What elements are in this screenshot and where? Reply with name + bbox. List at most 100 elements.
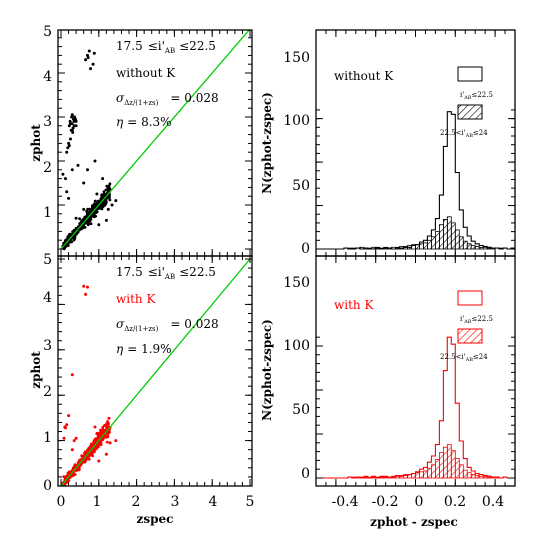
data-point: [76, 461, 80, 464]
annotation-mag-range-bottom: 17.5 ≤i'AB ≤22.5: [116, 265, 216, 281]
ytick-label-b0: 0: [43, 478, 52, 494]
hist-bar-faint: [474, 474, 480, 479]
legend-swatch-bright-red: [457, 290, 483, 306]
data-point: [108, 193, 111, 197]
hist-ytick-50-bottom: 50: [292, 402, 310, 418]
outlier-point: [66, 146, 70, 150]
hist-bar-faint: [458, 464, 464, 479]
legend-label-bright-bottom: i'AB≤22.5: [460, 315, 493, 325]
hist-bar-faint: [423, 470, 428, 479]
data-point: [78, 217, 81, 221]
data-point: [68, 470, 71, 474]
data-point: [105, 440, 109, 444]
legend-label-bright: i'AB≤22.5: [460, 91, 493, 101]
outlier-point: [82, 284, 86, 288]
hist-bar-faint: [466, 243, 472, 250]
hist-outline-bright: [316, 111, 516, 250]
data-point: [68, 239, 72, 243]
hist-bar-faint: [415, 472, 420, 479]
ticks-top-left: [58, 30, 252, 256]
outlier-point: [64, 426, 67, 430]
hist-bar-faint: [415, 244, 420, 250]
ytick-label-b3: 3: [43, 338, 52, 354]
hist-xtick-m04: -0.4: [332, 494, 359, 510]
data-point: [108, 198, 112, 202]
hist-bar-faint: [442, 218, 448, 250]
data-point: [104, 188, 108, 192]
data-point: [99, 203, 103, 207]
hist-x-axis-label: zphot - zspec: [370, 515, 458, 529]
data-point: [93, 203, 96, 207]
histogram-panel-top: N(zphot-zspec) 150 100 50 0 without K i'…: [260, 29, 516, 257]
outlier-point: [70, 122, 74, 126]
data-point: [106, 434, 110, 438]
histogram-bars-top: [316, 111, 516, 250]
outlier-point: [70, 373, 74, 377]
data-point: [83, 453, 87, 456]
hist-annotation-with-k: with K: [334, 298, 374, 312]
legend-label-faint: 22.5<i'AB≤24: [440, 129, 488, 139]
hist-bar-faint: [426, 239, 432, 250]
hist-ytick-0: 0: [301, 241, 310, 257]
annotation-sigma: σΔz/(1+zs) = 0.028: [116, 91, 219, 107]
data-point: [81, 218, 85, 222]
y-axis-label-bottom: zphot: [29, 351, 43, 389]
outlier-point: [82, 207, 86, 211]
axes-frame-bottom-left: [57, 255, 253, 487]
data-point: [84, 450, 87, 454]
ticks-top-right: [315, 30, 516, 256]
data-point: [99, 197, 103, 201]
data-point: [99, 432, 103, 436]
data-point: [104, 200, 108, 203]
svg-text:17.5≤i'AB≤22.5: 17.5 ≤i'AB ≤22.5: [116, 39, 216, 55]
hist-bar-faint: [434, 231, 440, 250]
scatter-panel-top: zphot 5 4 3 2 1 17.5 ≤i'AB ≤22.5 without K…: [29, 24, 253, 257]
data-point: [89, 222, 93, 226]
outlier-point: [104, 452, 108, 456]
data-point: [100, 194, 104, 197]
hist-xtick-04: 0.4: [482, 494, 504, 510]
annotation-eta: η = 8.3%: [116, 115, 172, 129]
xtick-label-3: 3: [171, 494, 180, 510]
hist-outline-bright: [316, 336, 515, 479]
annotation-eta-bottom: η = 1.9%: [116, 342, 172, 356]
histogram-panel-bottom: N(zphot-zspec) 150 100 50 0 -0.4 -0.2 0 …: [260, 255, 516, 529]
hist-ytick-150-bottom: 150: [283, 275, 310, 291]
scatter-panel-bottom: zphot 5 4 3 2 1 0 0 1 2 3 4 5 zspec 17.5…: [29, 252, 254, 526]
hist-bar-faint: [486, 476, 492, 479]
outlier-point: [97, 459, 101, 463]
outlier-point: [67, 414, 71, 418]
outlier-point: [86, 168, 89, 172]
legend-label-faint-bottom: 22.5<i'AB≤24: [440, 353, 488, 363]
outlier-point: [84, 292, 88, 296]
hist-bar-faint: [474, 245, 480, 250]
hist-bar-faint: [430, 236, 436, 250]
annotation-with-k: with K: [116, 292, 156, 306]
data-point: [64, 238, 68, 242]
outlier-point: [70, 448, 74, 452]
data-point: [102, 190, 106, 194]
outlier-point: [74, 124, 78, 128]
hist-bar-faint: [423, 242, 428, 250]
ytick-label-b4: 4: [43, 290, 52, 306]
data-point: [88, 447, 92, 450]
hist-ytick-50: 50: [292, 178, 310, 194]
legend-swatch-bright: [457, 66, 483, 82]
one-to-one-line-bottom: [60, 258, 251, 486]
outlier-point: [82, 181, 86, 185]
hist-y-axis-label-bottom: N(zphot-zspec): [260, 319, 274, 421]
xtick-label-5: 5: [246, 494, 255, 510]
xtick-label-0: 0: [57, 494, 66, 510]
one-to-one-line-top: [60, 30, 250, 250]
outlier-point: [93, 425, 97, 429]
data-point: [66, 243, 70, 247]
data-point: [96, 436, 100, 439]
hist-bar-faint: [434, 459, 440, 479]
ytick-label-2: 2: [43, 160, 52, 176]
outlier-point: [114, 199, 118, 203]
data-point: [91, 214, 95, 218]
hist-bar-faint: [446, 444, 452, 479]
ytick-label-4: 4: [43, 69, 52, 85]
outlier-point: [93, 159, 97, 163]
scatter-points-top: [61, 49, 118, 251]
